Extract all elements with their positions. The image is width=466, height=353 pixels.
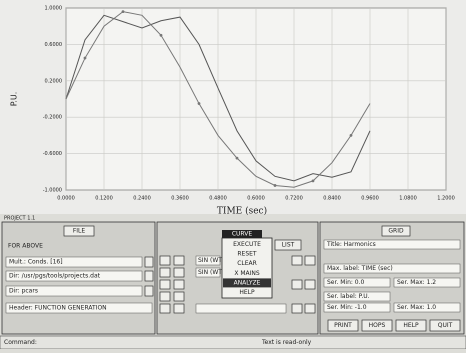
marker [312,180,315,183]
toggle[interactable] [174,268,184,277]
x-tick-label: 0.4800 [209,196,227,202]
page: PROJECT 1.1 FILE FOR ABOVE Mult.: Conds.… [0,0,466,349]
toggle[interactable] [174,256,184,265]
marker [160,34,163,37]
toggle[interactable] [160,304,170,313]
curve-row: SIN (WT) [198,269,224,276]
file-heading: FOR ABOVE [8,243,43,250]
x-tick-label: 1.2000 [437,196,455,202]
toggle[interactable] [160,256,170,265]
toggle[interactable] [145,257,153,267]
toggle[interactable] [174,304,184,313]
list-label: LIST [282,242,295,249]
curve-field[interactable] [196,304,286,313]
curve-row: SIN (WT) [198,257,224,264]
window-label: PROJECT 1.1 [4,216,35,222]
status-prompt: Command: [4,339,37,346]
file-row: Dir: pcars [9,288,38,295]
grid-row: Ser. label: P.U. [327,293,370,300]
grid-row: Ser. Max: 1.2 [397,279,436,286]
toggle[interactable] [292,280,302,289]
grid-row: Ser. Min: 0.0 [327,279,365,286]
x-tick-label: 1.0800 [399,196,417,202]
button-label[interactable]: QUIT [438,322,453,329]
file-row: Dir: /usr/pgs/tools/projects.dat [9,273,101,280]
marker [84,57,87,60]
grid-title: GRID [388,228,404,235]
toggle[interactable] [174,280,184,289]
y-tick-label: 0.6000 [45,42,63,48]
menu-item[interactable]: CLEAR [237,260,257,267]
menu-item[interactable]: X MAINS [234,270,260,277]
grid-row: Ser. Min: -1.0 [327,304,367,311]
toggle[interactable] [305,280,315,289]
y-tick-label: -0.2000 [43,115,62,121]
status-bar [0,336,466,349]
status-message: Text is read-only [261,339,312,346]
marker [122,10,125,13]
toggle[interactable] [160,280,170,289]
menu-item[interactable]: ANALYZE [234,279,261,286]
menu-item[interactable]: EXECUTE [233,241,261,248]
toggle[interactable] [305,256,315,265]
screen: PROJECT 1.1 FILE FOR ABOVE Mult.: Conds.… [0,0,466,349]
y-axis-title: P.U. [10,92,19,107]
toggle[interactable] [292,304,302,313]
x-tick-label: 0.1200 [95,196,113,202]
toggle[interactable] [145,271,153,281]
file-title: FILE [73,228,86,235]
y-tick-label: -1.0000 [43,188,62,194]
marker [350,134,353,137]
file-row: Mult.: Conds. [16] [9,259,63,266]
button-label[interactable]: PRINT [334,322,352,329]
toggle[interactable] [174,292,184,301]
button-label[interactable]: HELP [403,322,419,329]
y-tick-label: 1.0000 [45,6,63,12]
x-tick-label: 0.7200 [285,196,303,202]
grid-row: Ser. Max: 1.0 [397,304,436,311]
x-tick-label: 0.2400 [133,196,151,202]
y-tick-label: 0.2000 [45,78,63,84]
file-footer: Header: FUNCTION GENERATION [9,305,107,312]
toggle[interactable] [160,268,170,277]
marker [274,184,277,187]
toggle[interactable] [160,292,170,301]
toggle[interactable] [292,256,302,265]
y-tick-label: -0.6000 [43,151,62,157]
x-tick-label: 0.3600 [171,196,189,202]
toggle[interactable] [305,304,315,313]
x-tick-label: 0.9600 [361,196,379,202]
x-tick-label: 0.0000 [57,196,75,202]
x-tick-label: 0.6000 [247,196,265,202]
curve-title: CURVE [232,231,253,238]
marker [236,157,239,160]
menu-item[interactable]: RESET [237,251,257,258]
toggle[interactable] [145,286,153,296]
menu-item[interactable]: HELP [239,289,255,296]
grid-row: Title: Harmonics [326,241,376,248]
x-tick-label: 0.8400 [323,196,341,202]
marker [198,102,201,105]
button-label[interactable]: HOPS [369,322,386,329]
grid-row: Max. label: TIME (sec) [327,265,393,272]
x-axis-title: TIME (sec) [217,206,267,217]
